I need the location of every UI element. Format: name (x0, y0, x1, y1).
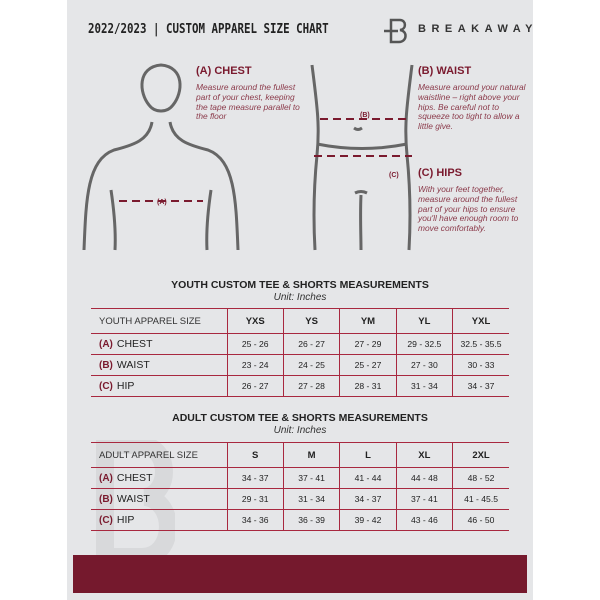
adult-table-unit: Unit: Inches (273, 425, 327, 436)
row-name: WAIST (116, 493, 150, 505)
row-name: WAIST (116, 359, 150, 371)
header-row: YOUTH APPAREL SIZE YXS YS YM YL YXL (91, 308, 509, 334)
row-name: CHEST (116, 472, 153, 484)
row-letter: (B) (99, 494, 113, 505)
measurement-cell: 27 - 30 (395, 354, 453, 376)
size-column-header: 2XL (452, 442, 509, 468)
upper-body-figure (82, 63, 240, 251)
table-row: (C) HIP 34 - 36 36 - 39 39 - 42 43 - 46 46 - 5… (91, 509, 509, 531)
chest-heading: (A) CHEST (196, 65, 252, 77)
measurement-cell: 41 - 45.5 (452, 488, 509, 510)
measurement-cell: 34 - 37 (452, 375, 509, 397)
youth-table-unit: Unit: Inches (273, 292, 327, 303)
hips-marker: (C) (389, 172, 399, 179)
measurement-cell: 25 - 26 (226, 333, 284, 355)
row-label: (A) CHEST (91, 333, 227, 355)
measurement-cell: 34 - 37 (226, 467, 284, 489)
table-row: (A) CHEST 25 - 26 26 - 27 27 - 29 29 - 32.5 32… (91, 333, 509, 355)
measurement-cell: 32.5 - 35.5 (452, 333, 509, 355)
row-letter: (B) (99, 360, 113, 371)
measurement-cell: 36 - 39 (282, 509, 340, 531)
table-row: (B) WAIST 23 - 24 24 - 25 25 - 27 27 - 30 30 -… (91, 354, 509, 376)
row-letter: (A) (99, 473, 113, 484)
measurement-cell: 30 - 33 (452, 354, 509, 376)
measurement-cell: 48 - 52 (452, 467, 509, 489)
measurement-cell: 29 - 31 (226, 488, 284, 510)
table-row: (A) CHEST 34 - 37 37 - 41 41 - 44 44 - 48 48 -… (91, 467, 509, 489)
row-letter: (A) (99, 339, 113, 350)
row-label: (B) WAIST (91, 488, 227, 510)
breakaway-logo-icon (384, 18, 407, 44)
measurement-cell: 34 - 37 (339, 488, 397, 510)
row-letter: (C) (99, 381, 113, 392)
row-label-header: YOUTH APPAREL SIZE (91, 308, 227, 334)
row-name: HIP (116, 380, 135, 392)
size-column-header: YXS (226, 308, 284, 334)
size-column-header: YM (339, 308, 397, 334)
waist-marker: (B) (360, 112, 370, 119)
page-title: 2022/2023 | CUSTOM APPAREL SIZE CHART (88, 21, 329, 37)
size-column-header: YXL (452, 308, 509, 334)
measurement-cell: 23 - 24 (226, 354, 284, 376)
body-figures (82, 63, 414, 251)
measurement-cell: 28 - 31 (339, 375, 397, 397)
adult-table-title: ADULT CUSTOM TEE & SHORTS MEASUREMENTS (172, 412, 428, 424)
row-name: HIP (116, 514, 135, 526)
size-column-header: YL (395, 308, 453, 334)
size-column-header: L (339, 442, 397, 468)
measurement-cell: 31 - 34 (282, 488, 340, 510)
measurement-cell: 31 - 34 (395, 375, 453, 397)
table-row: (C) HIP 26 - 27 27 - 28 28 - 31 31 - 34 34 - 3… (91, 375, 509, 397)
row-label: (A) CHEST (91, 467, 227, 489)
table-row: (B) WAIST 29 - 31 31 - 34 34 - 37 37 - 41 41 -… (91, 488, 509, 510)
chest-marker: (A) (157, 199, 167, 206)
row-label: (C) HIP (91, 375, 227, 397)
row-label-header: ADULT APPAREL SIZE (91, 442, 227, 468)
waist-heading: (B) WAIST (418, 65, 472, 77)
measurement-cell: 37 - 41 (282, 467, 340, 489)
lower-body-figure (310, 64, 414, 251)
measurement-cell: 44 - 48 (395, 467, 453, 489)
row-label: (C) HIP (91, 509, 227, 531)
measurement-cell: 46 - 50 (452, 509, 509, 531)
row-letter: (C) (99, 515, 113, 526)
measurement-cell: 27 - 28 (282, 375, 340, 397)
chest-description: Measure around the fullest part of your … (196, 82, 300, 122)
size-column-header: YS (282, 308, 340, 334)
header-row: ADULT APPAREL SIZE S M L XL 2XL (91, 442, 509, 468)
size-column-header: XL (395, 442, 453, 468)
row-name: CHEST (116, 338, 153, 350)
measurement-cell: 26 - 27 (282, 333, 340, 355)
measurement-cell: 25 - 27 (339, 354, 397, 376)
hips-heading: (C) HIPS (418, 167, 462, 179)
size-column-header: S (226, 442, 284, 468)
brand-name: BREAKAWAY (418, 23, 538, 35)
adult-size-table: ADULT APPAREL SIZE S M L XL 2XL (A) CHEST 34 - 3… (91, 442, 509, 531)
measurement-cell: 26 - 27 (226, 375, 284, 397)
footer-bar (73, 555, 527, 593)
measurement-cell: 27 - 29 (339, 333, 397, 355)
hips-description: With your feet together, measure around … (418, 184, 519, 234)
measurement-cell: 37 - 41 (395, 488, 453, 510)
row-label: (B) WAIST (91, 354, 227, 376)
measurement-cell: 43 - 46 (395, 509, 453, 531)
measurement-cell: 34 - 36 (226, 509, 284, 531)
youth-table-title: YOUTH CUSTOM TEE & SHORTS MEASUREMENTS (171, 279, 429, 291)
measurement-cell: 29 - 32.5 (395, 333, 453, 355)
youth-size-table: YOUTH APPAREL SIZE YXS YS YM YL YXL (A) CHEST 25… (91, 308, 509, 397)
measurement-cell: 24 - 25 (282, 354, 340, 376)
waist-description: Measure around your natural waistline – … (418, 82, 526, 132)
size-column-header: M (282, 442, 340, 468)
measure-lines (119, 118, 412, 202)
measurement-cell: 39 - 42 (339, 509, 397, 531)
measurement-cell: 41 - 44 (339, 467, 397, 489)
